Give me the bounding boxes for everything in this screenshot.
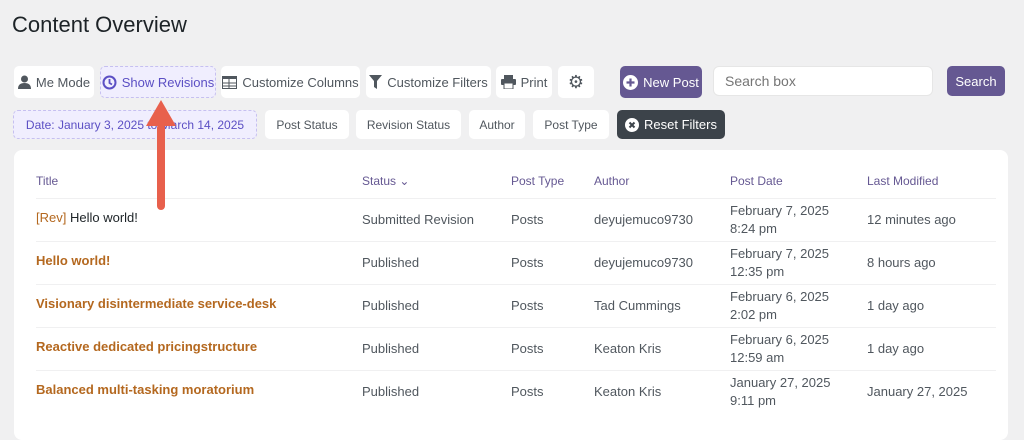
author-cell: deyujemuco9730	[594, 240, 730, 284]
post-title-link[interactable]: Hello world!	[69, 209, 138, 225]
author-filter[interactable]: Author	[469, 110, 525, 139]
post-date-cell: February 6, 2025 12:59 am	[730, 326, 867, 370]
post-type-cell: Posts	[511, 283, 594, 327]
title-cell[interactable]: Reactive dedicated pricingstructure	[36, 326, 362, 370]
post-date: January 27, 2025	[730, 374, 831, 390]
close-circle-icon	[625, 117, 640, 132]
search-input[interactable]	[713, 66, 933, 96]
post-time: 12:35 pm	[730, 263, 785, 279]
author-cell: Tad Cummings	[594, 283, 730, 327]
column-header-status[interactable]: Status ⌄	[362, 162, 511, 198]
post-date-cell: February 6, 2025 2:02 pm	[730, 283, 867, 327]
post-title-link[interactable]: Reactive dedicated pricingstructure	[36, 338, 258, 354]
author-cell: Keaton Kris	[594, 369, 730, 413]
title-cell[interactable]: Hello world!	[36, 240, 362, 284]
customize-columns-button[interactable]: Customize Columns	[221, 66, 360, 98]
page-title: Content Overview	[12, 12, 187, 37]
post-title-link[interactable]: Balanced multi-tasking moratorium	[36, 381, 255, 397]
table-row: Hello world! Published Posts deyujemuco9…	[36, 240, 996, 284]
table-row: [Rev] Hello world! Submitted Revision Po…	[36, 197, 996, 241]
title-cell[interactable]: [Rev] Hello world!	[36, 197, 362, 241]
revision-status-label: Revision Status	[366, 117, 451, 132]
last-modified-cell: 8 hours ago	[867, 240, 996, 284]
post-date: February 7, 2025	[730, 245, 830, 261]
annotation-arrow	[146, 100, 176, 210]
status-cell: Published	[362, 369, 511, 413]
me-mode-label: Me Mode	[35, 74, 91, 90]
reset-filters-button[interactable]: Reset Filters	[617, 110, 725, 139]
date-filter-label: Date: January 3, 2025 to March 14, 2025	[25, 117, 245, 132]
post-title-link[interactable]: Hello world!	[36, 252, 111, 268]
post-type-filter[interactable]: Post Type	[533, 110, 609, 139]
post-status-label: Post Status	[276, 117, 338, 132]
search-label: Search	[955, 73, 997, 89]
last-modified-cell: 1 day ago	[867, 283, 996, 327]
gear-icon: ⚙	[567, 71, 585, 92]
last-modified-cell: 1 day ago	[867, 326, 996, 370]
customize-columns-label: Customize Columns	[242, 74, 359, 90]
new-post-button[interactable]: New Post	[620, 66, 702, 98]
post-status-filter[interactable]: Post Status	[265, 110, 349, 139]
post-title-link[interactable]: Visionary disintermediate service-desk	[36, 295, 277, 311]
me-mode-button[interactable]: Me Mode	[14, 66, 94, 98]
post-date-cell: January 27, 2025 9:11 pm	[730, 369, 867, 413]
post-time: 8:24 pm	[730, 220, 777, 236]
status-cell: Published	[362, 240, 511, 284]
table-row: Visionary disintermediate service-desk P…	[36, 283, 996, 327]
column-header-last-modified[interactable]: Last Modified	[867, 173, 939, 188]
post-date-cell: February 7, 2025 12:35 pm	[730, 240, 867, 284]
revision-status-filter[interactable]: Revision Status	[356, 110, 461, 139]
revision-prefix: [Rev]	[36, 209, 67, 225]
last-modified-cell: January 27, 2025	[867, 369, 996, 413]
customize-filters-label: Customize Filters	[387, 74, 488, 90]
user-icon	[17, 75, 31, 89]
status-cell: Published	[362, 283, 511, 327]
date-filter[interactable]: Date: January 3, 2025 to March 14, 2025	[13, 110, 257, 139]
post-time: 2:02 pm	[730, 306, 777, 322]
author-cell: deyujemuco9730	[594, 197, 730, 241]
post-type-label: Post Type	[544, 117, 598, 132]
post-time: 9:11 pm	[730, 392, 777, 408]
new-post-label: New Post	[643, 74, 699, 90]
status-header-label: Status	[362, 173, 397, 188]
post-type-cell: Posts	[511, 369, 594, 413]
history-icon	[102, 75, 117, 89]
show-revisions-button[interactable]: Show Revisions	[100, 66, 216, 98]
column-header-post-date[interactable]: Post Date	[730, 173, 783, 188]
status-cell: Published	[362, 326, 511, 370]
post-date: February 7, 2025	[730, 202, 830, 218]
table-icon	[222, 75, 238, 89]
plus-circle-icon	[623, 74, 639, 90]
post-type-cell: Posts	[511, 197, 594, 241]
title-cell[interactable]: Balanced multi-tasking moratorium	[36, 369, 362, 413]
content-table: Title Status ⌄ Post Type Author Post Dat…	[36, 162, 996, 413]
filter-icon	[369, 75, 383, 89]
post-type-cell: Posts	[511, 326, 594, 370]
post-date: February 6, 2025	[730, 331, 830, 347]
column-header-title[interactable]: Title	[36, 173, 59, 188]
reset-filters-label: Reset Filters	[644, 117, 717, 132]
printer-icon	[500, 75, 516, 89]
post-date: February 6, 2025	[730, 288, 830, 304]
post-type-cell: Posts	[511, 240, 594, 284]
customize-filters-button[interactable]: Customize Filters	[366, 66, 491, 98]
search-button[interactable]: Search	[947, 66, 1005, 96]
print-label: Print	[520, 74, 548, 90]
status-cell: Submitted Revision	[362, 197, 511, 241]
last-modified-cell: 12 minutes ago	[867, 197, 996, 241]
post-date-cell: February 7, 2025 8:24 pm	[730, 197, 867, 241]
post-time: 12:59 am	[730, 349, 785, 365]
print-button[interactable]: Print	[496, 66, 552, 98]
table-row: Reactive dedicated pricingstructure Publ…	[36, 326, 996, 370]
settings-button[interactable]: ⚙	[558, 66, 594, 98]
title-cell[interactable]: Visionary disintermediate service-desk	[36, 283, 362, 327]
column-header-post-type[interactable]: Post Type	[511, 173, 565, 188]
chevron-down-icon: ⌄	[399, 173, 410, 188]
author-label: Author	[479, 117, 515, 132]
show-revisions-label: Show Revisions	[121, 74, 215, 90]
table-row: Balanced multi-tasking moratorium Publis…	[36, 369, 996, 413]
column-header-author[interactable]: Author	[594, 173, 630, 188]
author-cell: Keaton Kris	[594, 326, 730, 370]
content-table-card: Title Status ⌄ Post Type Author Post Dat…	[14, 150, 1008, 440]
